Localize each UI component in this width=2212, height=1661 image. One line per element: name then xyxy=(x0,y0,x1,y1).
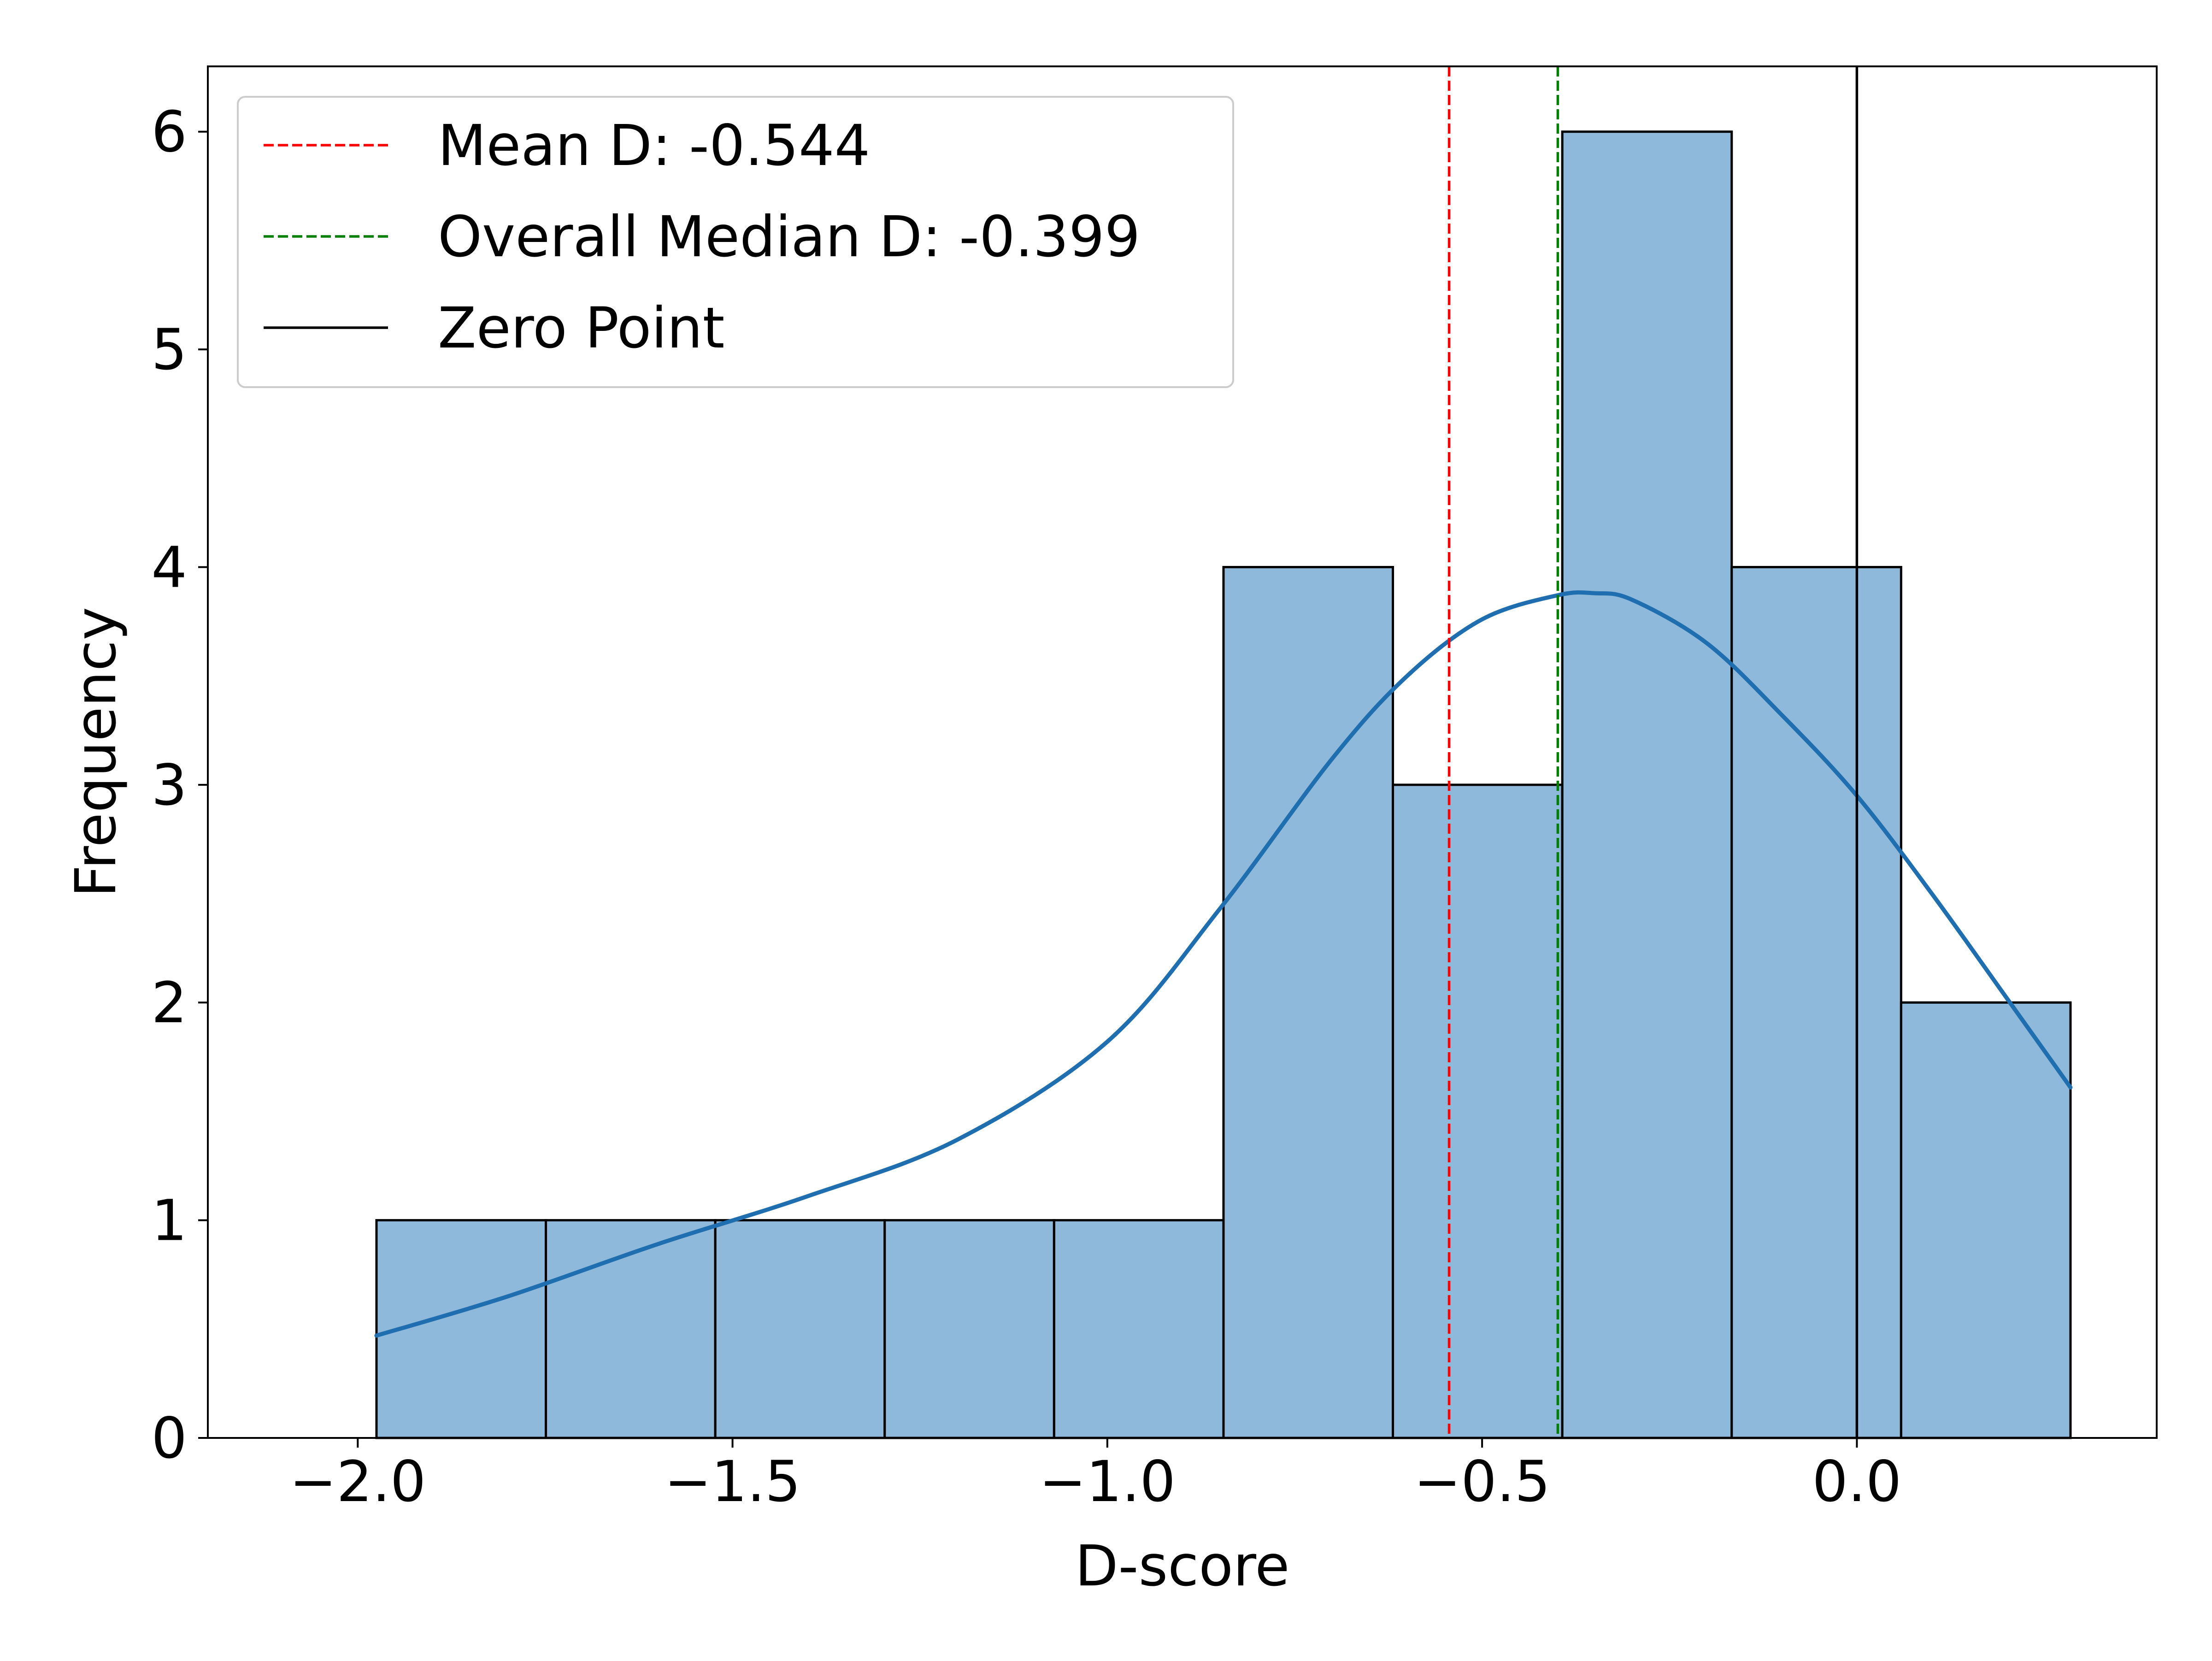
legend-label: Mean D: -0.544 xyxy=(438,113,870,178)
histogram-bar xyxy=(1053,1219,1225,1439)
histogram-bar xyxy=(1392,783,1564,1439)
x-tick-label: −1.0 xyxy=(1039,1449,1176,1514)
y-tick-label: 2 xyxy=(151,970,187,1036)
legend: Mean D: -0.544 Overall Median D: -0.399 Ze… xyxy=(237,96,1234,388)
x-tick-label: 0.0 xyxy=(1812,1449,1901,1514)
x-tick-label: −2.0 xyxy=(289,1449,426,1514)
y-tick-label: 3 xyxy=(151,753,187,818)
y-tick-label: 5 xyxy=(151,317,187,383)
y-axis-label: Frequency xyxy=(63,607,129,897)
legend-label: Overall Median D: -0.399 xyxy=(438,204,1140,270)
histogram-bar xyxy=(883,1219,1055,1439)
x-tick-label: −0.5 xyxy=(1414,1449,1550,1514)
histogram-bar xyxy=(714,1219,886,1439)
x-axis-ticks: −2.0 −1.5 −1.0 −0.5 0.0 xyxy=(289,1438,1901,1514)
reference-lines xyxy=(1447,66,1859,1438)
x-axis-label: D-score xyxy=(1075,1533,1290,1599)
histogram-bar xyxy=(1900,1001,2072,1439)
y-tick-label: 0 xyxy=(151,1406,187,1471)
histogram-bar xyxy=(1730,565,1902,1439)
histogram-bar xyxy=(1222,565,1394,1439)
y-axis-ticks: 0 1 2 3 4 5 6 xyxy=(151,100,208,1471)
axes-frame xyxy=(207,65,2158,1439)
y-tick-label: 1 xyxy=(151,1188,187,1254)
histogram-bar xyxy=(545,1219,717,1439)
legend-box xyxy=(237,96,1234,388)
y-tick-label: 4 xyxy=(151,535,187,600)
y-tick-label: 6 xyxy=(151,100,187,165)
histogram-bars xyxy=(375,130,2072,1439)
legend-entries: Mean D: -0.544 Overall Median D: -0.399 Ze… xyxy=(264,113,1140,361)
legend-label: Zero Point xyxy=(438,295,724,361)
histogram-bar xyxy=(1561,130,1733,1439)
x-tick-label: −1.5 xyxy=(664,1449,800,1514)
